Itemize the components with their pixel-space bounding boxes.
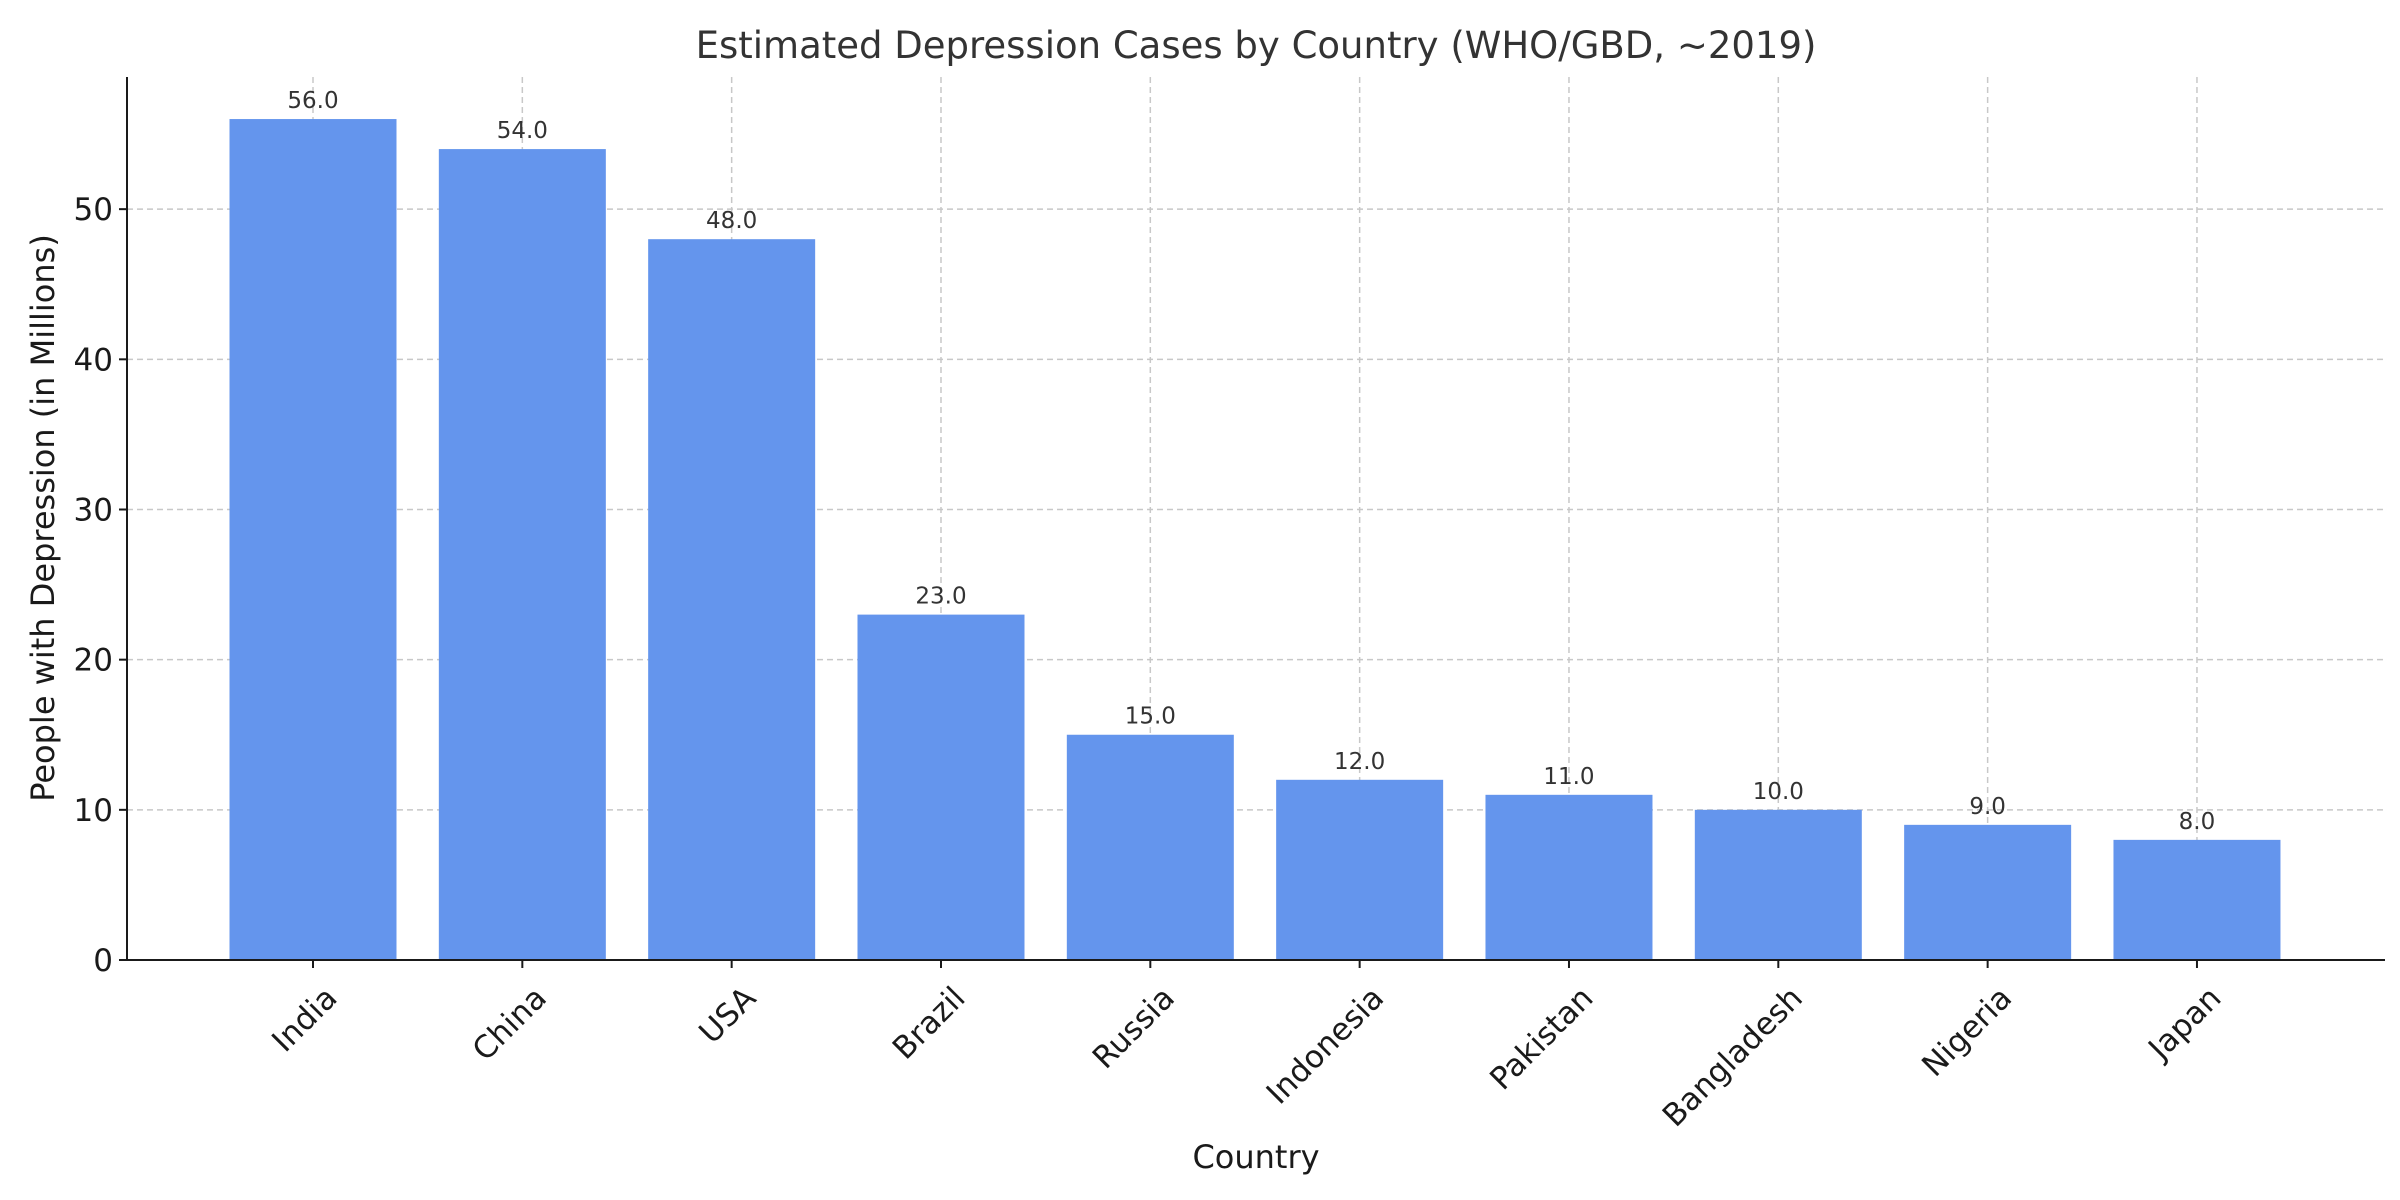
x-ticks: India China USA Brazil Russia Indonesia Pakist… bbox=[265, 960, 2228, 1134]
axes bbox=[126, 77, 2385, 961]
y-ticks: 0 10 20 30 40 50 bbox=[74, 192, 127, 979]
bar-indonesia bbox=[1276, 779, 1444, 960]
data-label: 56.0 bbox=[287, 88, 338, 114]
chart-title: Estimated Depression Cases by Country (W… bbox=[696, 24, 1817, 67]
data-labels: 56.0 54.0 48.0 23.0 15.0 12.0 11.0 10.0 9.0 8.0 bbox=[287, 88, 2215, 835]
data-label: 23.0 bbox=[915, 584, 966, 610]
x-tick-label: India bbox=[265, 980, 344, 1059]
bar-russia bbox=[1066, 734, 1234, 960]
bar-usa bbox=[648, 239, 816, 961]
y-tick-label: 10 bbox=[74, 793, 113, 829]
data-label: 15.0 bbox=[1125, 704, 1176, 730]
y-tick-label: 40 bbox=[74, 342, 113, 378]
x-tick-label: Russia bbox=[1086, 980, 1182, 1076]
x-tick-label: Bangladesh bbox=[1656, 980, 1810, 1134]
y-tick-label: 0 bbox=[93, 943, 113, 979]
data-label: 8.0 bbox=[2179, 809, 2216, 835]
x-tick-label: China bbox=[466, 980, 554, 1068]
bar-japan bbox=[2113, 839, 2281, 960]
x-tick-label: Nigeria bbox=[1915, 980, 2019, 1084]
data-label: 11.0 bbox=[1543, 764, 1594, 790]
x-tick-label: Indonesia bbox=[1260, 980, 1391, 1111]
y-tick-label: 30 bbox=[74, 492, 113, 528]
data-label: 10.0 bbox=[1753, 779, 1804, 805]
bar-bangladesh bbox=[1694, 809, 1862, 960]
y-tick-label: 20 bbox=[74, 643, 113, 679]
bar-brazil bbox=[857, 614, 1025, 960]
bar-india bbox=[229, 119, 397, 961]
data-label: 9.0 bbox=[1969, 794, 2006, 820]
x-tick-label: Pakistan bbox=[1483, 980, 1600, 1097]
x-tick-label: USA bbox=[692, 980, 763, 1051]
data-label: 48.0 bbox=[706, 208, 757, 234]
y-tick-label: 50 bbox=[74, 192, 113, 228]
x-axis-label: Country bbox=[1192, 1138, 1319, 1176]
bar-pakistan bbox=[1485, 794, 1653, 960]
bars bbox=[229, 119, 2281, 961]
bar-china bbox=[438, 149, 606, 960]
x-tick-label: Brazil bbox=[886, 980, 973, 1067]
x-tick-label: Japan bbox=[2140, 980, 2228, 1068]
data-label: 54.0 bbox=[497, 118, 548, 144]
bar-nigeria bbox=[1904, 824, 2072, 960]
y-axis-label: People with Depression (in Millions) bbox=[24, 234, 62, 802]
data-label: 12.0 bbox=[1334, 749, 1385, 775]
